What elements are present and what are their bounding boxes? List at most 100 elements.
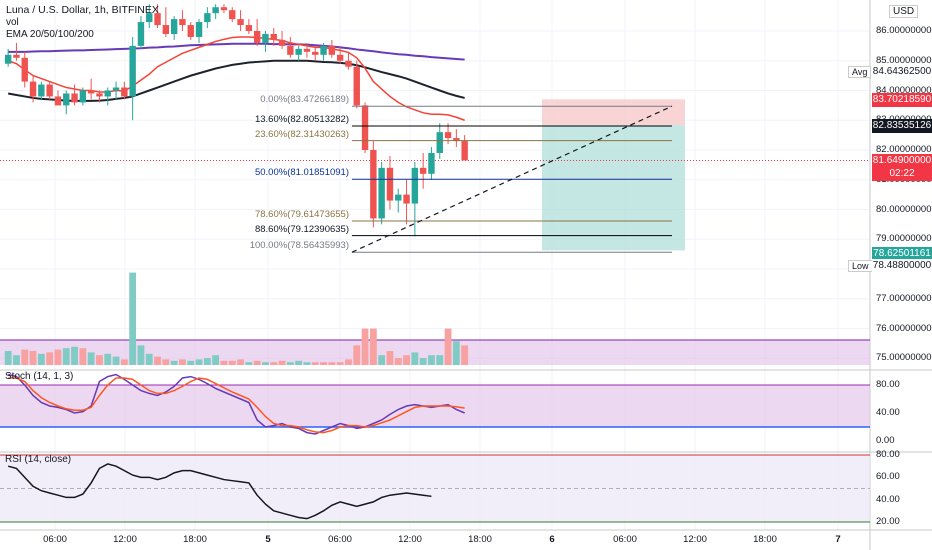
time-tick-9: 12:00 (683, 534, 707, 545)
lower-price-tag: 78.62501161 (872, 247, 932, 261)
price-tick-10: 76.00000000 (876, 322, 932, 334)
volume-bar-29 (245, 362, 253, 365)
fib-label-1: 13.60%(82.80513282) (254, 114, 349, 126)
volume-legend: vol (6, 17, 19, 28)
candle-body-29 (245, 25, 253, 31)
time-tick-0: 06:00 (43, 534, 67, 545)
low-price-tag: 78.48800000 (872, 259, 932, 273)
volume-bar-34 (286, 362, 294, 365)
candle-body-25 (212, 7, 219, 14)
candle-body-10 (87, 90, 95, 94)
volume-bar-5 (46, 352, 54, 365)
volume-bar-14 (120, 359, 128, 365)
candle-body-24 (204, 13, 211, 23)
candle-body-40 (336, 54, 344, 61)
volume-bar-12 (104, 353, 112, 365)
fib-label-5: 88.60%(79.12390635) (254, 223, 349, 235)
rsi-tick-2: 40.00 (876, 493, 900, 505)
volume-bar-51 (428, 355, 435, 365)
ema-purple-line (8, 42, 465, 61)
ema-legend: EMA 20/50/100/200 (6, 29, 94, 40)
candle-body-35 (295, 48, 302, 55)
candle-body-7 (63, 93, 70, 106)
candle-body-52 (436, 132, 443, 153)
candle-body-33 (278, 39, 286, 46)
volume-bar-30 (253, 360, 261, 365)
price-tick-6: 80.00000000 (876, 203, 932, 215)
stoch-d-line (8, 377, 465, 434)
volume-bar-52 (436, 355, 444, 365)
candle-body-18 (154, 13, 161, 26)
volume-bar-19 (162, 359, 170, 365)
stoch-tick-1: 40.00 (876, 407, 900, 418)
candle-body-43 (361, 105, 369, 150)
stoch-tick-2: 0.00 (876, 435, 895, 446)
time-tick-10: 18:00 (753, 534, 777, 545)
chart-title: Luna / U.S. Dollar, 1h, BITFINEX (6, 4, 159, 16)
volume-bar-53 (444, 328, 452, 365)
candle-body-20 (170, 19, 178, 34)
mid-price-tag: 82.83535126 (872, 119, 932, 133)
volume-bar-27 (228, 360, 236, 365)
volume-bar-33 (278, 360, 286, 365)
candle-body-11 (96, 93, 103, 97)
time-tick-7: 6 (549, 534, 555, 545)
candle-body-1 (13, 54, 20, 58)
volume-bar-20 (170, 360, 178, 365)
candle-body-6 (54, 96, 62, 106)
volume-bar-26 (220, 360, 228, 365)
volume-bar-18 (154, 356, 161, 365)
volume-bar-23 (195, 359, 203, 365)
candle-body-8 (71, 93, 78, 103)
price-tick-7: 79.00000000 (876, 233, 932, 245)
volume-bar-39 (328, 362, 336, 365)
volume-bar-0 (4, 351, 12, 365)
candle-body-26 (220, 7, 228, 11)
stoch-k-line (7, 373, 465, 435)
volume-bar-48 (403, 355, 410, 365)
volume-bar-3 (29, 351, 37, 365)
volume-bar-40 (336, 362, 344, 365)
volume-bar-42 (353, 345, 361, 365)
rsi-tick-1: 60.00 (876, 471, 900, 483)
target-zone (542, 125, 685, 251)
volume-bar-22 (187, 360, 195, 365)
last-price-tag: 81.64900000 (872, 154, 932, 168)
volume-bar-6 (54, 349, 62, 365)
volume-bar-10 (87, 352, 95, 365)
rsi-line (7, 463, 432, 520)
price-tick-11: 75.00000000 (876, 352, 932, 364)
volume-bar-7 (62, 348, 70, 365)
volume-bar-55 (461, 345, 469, 365)
fib-label-3: 50.00%(81.01851091) (254, 167, 349, 179)
volume-bar-13 (112, 356, 120, 365)
candle-body-14 (121, 87, 128, 97)
volume-bar-25 (212, 355, 220, 365)
price-tick-4: 82.00000000 (876, 144, 932, 155)
volume-bar-47 (394, 358, 402, 365)
price-tick-9: 77.00000000 (876, 292, 932, 304)
candle-body-32 (270, 33, 277, 40)
candle-body-49 (411, 167, 419, 204)
candle-body-4 (38, 84, 45, 97)
candle-body-36 (303, 48, 311, 52)
candle-body-50 (419, 167, 427, 174)
volume-bar-32 (270, 362, 278, 365)
candle-body-34 (287, 45, 294, 55)
volume-bar-2 (21, 349, 29, 365)
volume-bar-4 (37, 353, 45, 365)
volume-bar-28 (237, 359, 244, 365)
candle-body-47 (395, 194, 402, 201)
avg-label: Avg (848, 66, 872, 78)
currency-button[interactable]: USD (889, 5, 919, 18)
countdown-tag: 02:22 (872, 167, 932, 181)
volume-bar-36 (303, 362, 311, 365)
volume-bar-37 (311, 362, 319, 365)
volume-bar-8 (71, 346, 78, 365)
volume-bar-41 (345, 359, 352, 365)
candle-body-51 (428, 152, 435, 174)
candle-body-31 (262, 33, 269, 43)
candle-body-48 (403, 194, 410, 204)
time-tick-3: 5 (265, 534, 271, 545)
